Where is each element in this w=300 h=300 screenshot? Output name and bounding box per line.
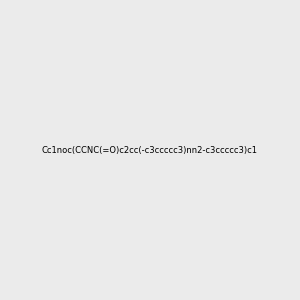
Text: Cc1noc(CCNC(=O)c2cc(-c3ccccc3)nn2-c3ccccc3)c1: Cc1noc(CCNC(=O)c2cc(-c3ccccc3)nn2-c3cccc… [42,146,258,154]
